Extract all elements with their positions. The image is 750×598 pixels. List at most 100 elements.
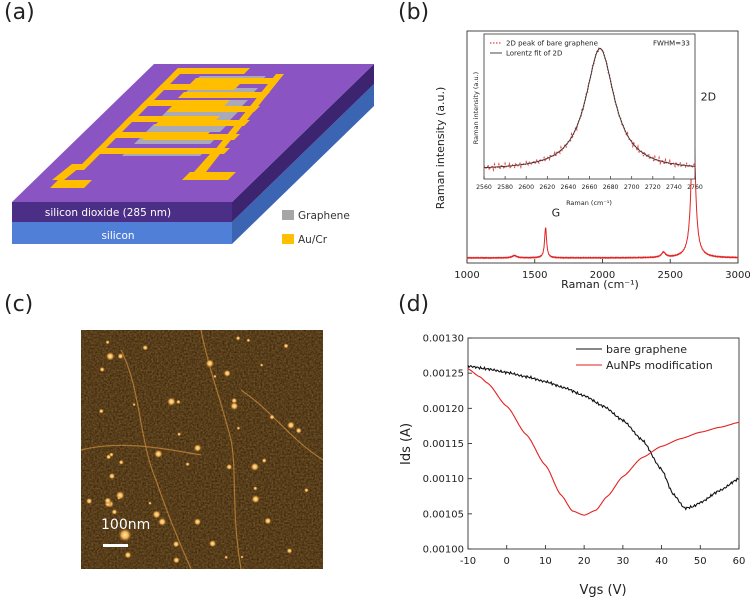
transfer-y-ticks: 0.00100 0.00105 0.00110 0.00115 0.00120 0.001…	[423, 334, 472, 556]
transfer-x-tick-label: 50	[694, 556, 707, 567]
afm-particle	[230, 401, 239, 411]
transfer-y-tick-label: 0.00115	[423, 439, 464, 450]
afm-particle	[235, 335, 241, 341]
afm-particle	[172, 556, 180, 564]
legend-swatch-aucr	[282, 234, 294, 244]
afm-particle	[193, 443, 202, 453]
afm-particle	[283, 343, 289, 349]
panel-label-b: (b)	[398, 0, 430, 25]
inset-x-tick-label: 2580	[497, 184, 513, 191]
transfer-y-tick-label: 0.00120	[423, 404, 464, 415]
transfer-y-tick-label: 0.00130	[423, 334, 464, 345]
afm-particle	[304, 487, 309, 493]
afm-particle	[193, 518, 202, 526]
afm-particle	[236, 426, 241, 431]
inset-x-tick-label: 2720	[645, 184, 661, 191]
afm-particle	[240, 555, 244, 559]
transfer-y-tick-label: 0.00125	[423, 369, 464, 380]
legend-label-bare-graphene: bare graphene	[606, 343, 687, 356]
afm-particle	[223, 369, 231, 378]
device-schematic: silicon dioxide (285 nm) silicon Graphen…	[12, 64, 374, 246]
transfer-x-label: Vgs (V)	[579, 583, 626, 598]
inset-frame	[483, 33, 696, 180]
raman-x-label: Raman (cm⁻¹)	[561, 278, 639, 291]
transfer-y-tick-label: 0.00100	[423, 545, 464, 556]
inset-x-tick-label: 2740	[666, 184, 682, 191]
legend-swatch-graphene	[282, 210, 294, 220]
afm-particle	[172, 540, 180, 548]
raman-x-tick-label: 2500	[658, 270, 683, 281]
scale-bar	[103, 544, 128, 547]
scale-bar-label: 100nm	[101, 517, 150, 533]
series-line-bare-graphene	[467, 364, 740, 511]
annotation-2d-peak: 2D	[701, 91, 716, 104]
afm-particle	[286, 421, 295, 430]
series-line-aunps	[467, 368, 740, 516]
transfer-y-tick-label: 0.00105	[423, 509, 464, 520]
inset-x-tick-label: 2640	[561, 184, 577, 191]
panel-label-d: (d)	[398, 292, 430, 317]
inset-x-tick-label: 2760	[687, 184, 703, 191]
inset-x-label: Raman (cm⁻¹)	[566, 199, 612, 207]
silicon-layer-side	[232, 84, 374, 244]
raman-x-ticks: 1000 1500 2000 2500 3000	[454, 259, 750, 281]
inset-y-label: Raman intensity (a.u.)	[472, 72, 480, 144]
legend-label-aucr: Au/Cr	[298, 234, 328, 246]
panel-label-c: (c)	[4, 292, 34, 317]
afm-particle	[105, 351, 115, 361]
afm-particle	[208, 539, 217, 548]
inset-x-tick-label: 2680	[603, 184, 619, 191]
raman-chart: 1000 1500 2000 2500 3000 Raman (cm⁻¹) Raman …	[434, 30, 750, 291]
raman-inset: 2560 2580 2600 2620 2640 2660 2680 2700 2720 2740…	[472, 33, 703, 207]
afm-particle	[253, 486, 258, 491]
raman-x-tick-label: 1500	[522, 270, 547, 281]
silicon-layer-front	[12, 222, 232, 244]
afm-particle	[264, 517, 272, 525]
transfer-y-tick-label: 0.00110	[423, 474, 464, 485]
afm-nanoparticles	[85, 335, 309, 564]
afm-particle	[104, 497, 112, 505]
panel-label-a: (a)	[4, 0, 35, 25]
raman-x-tick-label: 3000	[725, 270, 750, 281]
afm-particle	[152, 510, 161, 519]
afm-particle	[185, 462, 190, 467]
transfer-x-tick-label: 30	[616, 556, 629, 567]
transfer-x-tick-label: 20	[578, 556, 591, 567]
inset-x-ticks: 2560 2580 2600 2620 2640 2660 2680 2700 2720 2740…	[476, 176, 703, 191]
inset-legend-fit: Lorentz fit of 2D	[506, 50, 562, 58]
afm-particle	[269, 414, 275, 420]
afm-particle	[117, 496, 121, 500]
raman-x-tick-label: 1000	[454, 270, 479, 281]
transfer-x-tick-label: 0	[504, 556, 510, 567]
afm-particle	[295, 427, 302, 434]
transfer-x-tick-label: 10	[539, 556, 552, 567]
inset-x-tick-label: 2660	[582, 184, 598, 191]
afm-particle	[111, 508, 118, 515]
afm-particle	[142, 344, 149, 351]
afm-particle	[213, 374, 217, 379]
afm-particle	[205, 359, 215, 368]
oxide-layer-side	[232, 64, 374, 222]
silicon-label: silicon	[101, 230, 134, 242]
legend-label-graphene: Graphene	[298, 210, 350, 222]
afm-particle	[251, 494, 260, 504]
inset-lorentz-fit	[484, 48, 695, 169]
afm-particle	[250, 462, 260, 472]
inset-legend-data: 2D peak of bare graphene	[506, 40, 598, 48]
oxide-label: silicon dioxide (285 nm)	[45, 207, 171, 219]
afm-particle	[98, 408, 104, 414]
inset-x-tick-label: 2600	[518, 184, 534, 191]
afm-particle	[132, 402, 136, 407]
afm-particle	[286, 547, 293, 554]
transfer-y-label: Ids (A)	[399, 423, 414, 465]
raman-y-label: Raman intensity (a.u.)	[434, 87, 447, 210]
transfer-chart: 0.00100 0.00105 0.00110 0.00115 0.00120 0.001…	[399, 334, 745, 598]
afm-particle	[259, 363, 264, 367]
inset-fwhm-note: FWHM=33	[653, 40, 690, 48]
afm-particle	[177, 432, 182, 437]
transfer-x-tick-label: 40	[655, 556, 668, 567]
inset-x-tick-label: 2560	[476, 184, 492, 191]
inset-x-tick-label: 2620	[539, 184, 555, 191]
afm-particle	[105, 340, 110, 345]
afm-particle	[105, 454, 112, 460]
